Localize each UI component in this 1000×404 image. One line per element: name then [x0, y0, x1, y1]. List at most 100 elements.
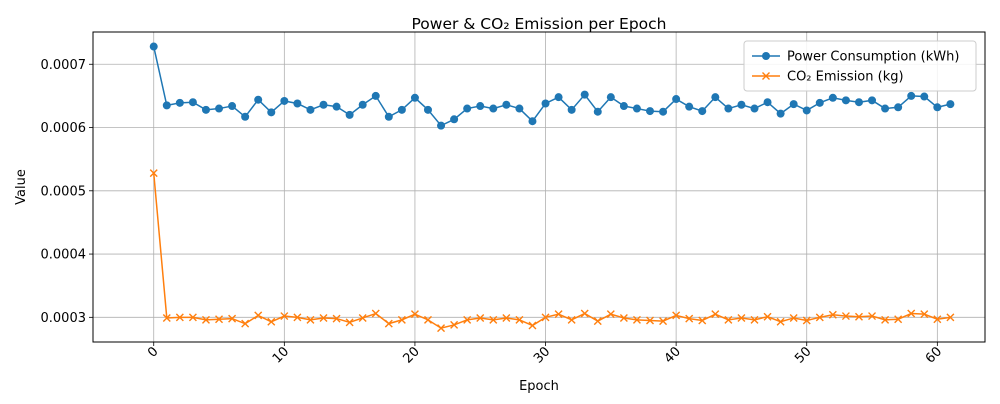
- y-tick-label: 0.0005: [41, 184, 87, 199]
- data-point: [659, 317, 668, 326]
- data-point: [188, 313, 197, 322]
- data-point: [593, 107, 602, 116]
- data-point: [463, 315, 472, 324]
- data-point: [162, 313, 171, 322]
- data-point: [606, 93, 615, 102]
- data-point: [672, 311, 681, 320]
- data-point: [358, 313, 367, 322]
- series-co2-emission: [149, 169, 955, 333]
- data-point: [789, 100, 798, 109]
- data-point: [646, 316, 655, 325]
- data-point: [711, 93, 720, 102]
- x-tick-label: 30: [531, 344, 553, 366]
- data-point: [149, 169, 158, 178]
- series-layer: [149, 42, 955, 333]
- data-point: [384, 112, 393, 121]
- data-point: [397, 105, 406, 114]
- data-point: [828, 93, 837, 102]
- data-point: [371, 309, 380, 318]
- legend-marker-co2: [762, 72, 770, 80]
- data-point: [841, 96, 850, 105]
- data-point: [672, 95, 681, 104]
- data-point: [280, 312, 289, 321]
- data-point: [632, 315, 641, 324]
- data-point: [946, 313, 955, 322]
- data-point: [881, 104, 890, 113]
- data-point: [345, 110, 354, 119]
- y-axis-label: Value: [14, 169, 29, 205]
- data-point: [685, 102, 694, 111]
- data-point: [228, 314, 237, 323]
- data-point: [280, 96, 289, 105]
- y-axis: 0.0003 0.0004 0.0005 0.0006 0.0007: [41, 58, 93, 326]
- data-point: [685, 314, 694, 323]
- legend-marker-power: [762, 52, 770, 60]
- data-point: [554, 310, 563, 319]
- data-point: [894, 315, 903, 324]
- data-point: [737, 313, 746, 322]
- data-point: [332, 102, 341, 111]
- x-tick-label: 50: [792, 344, 814, 366]
- data-point: [188, 98, 197, 107]
- data-point: [175, 98, 184, 107]
- data-point: [397, 315, 406, 324]
- data-point: [828, 310, 837, 319]
- data-point: [698, 316, 707, 325]
- data-point: [423, 105, 432, 114]
- data-point: [515, 104, 524, 113]
- data-point: [215, 315, 224, 324]
- data-point: [593, 317, 602, 326]
- x-marker: [762, 72, 770, 80]
- data-point: [267, 108, 276, 117]
- data-point: [606, 310, 615, 319]
- data-point: [306, 315, 315, 324]
- data-point: [815, 313, 824, 322]
- data-point: [423, 315, 432, 324]
- data-point: [907, 91, 916, 100]
- y-tick-label: 0.0004: [41, 248, 87, 263]
- data-point: [567, 105, 576, 114]
- data-point: [463, 104, 472, 113]
- data-point: [920, 92, 929, 101]
- data-point: [528, 117, 537, 126]
- data-point: [854, 98, 863, 107]
- legend-label-co2: CO₂ Emission (kg): [787, 70, 904, 85]
- data-point: [489, 104, 498, 113]
- data-point: [946, 100, 955, 109]
- data-point: [293, 99, 302, 108]
- data-point: [358, 100, 367, 109]
- data-point: [907, 309, 916, 318]
- data-point: [450, 320, 459, 329]
- data-point: [476, 313, 485, 322]
- data-point: [515, 315, 524, 324]
- series-line: [152, 173, 951, 329]
- data-point: [580, 90, 589, 99]
- data-point: [698, 107, 707, 116]
- data-point: [802, 316, 811, 325]
- data-point: [489, 315, 498, 324]
- data-point: [894, 103, 903, 112]
- data-point: [750, 104, 759, 113]
- x-tick-label: 10: [270, 344, 292, 366]
- data-point: [868, 96, 877, 105]
- data-point: [384, 319, 393, 328]
- data-point: [319, 313, 328, 322]
- data-point: [215, 104, 224, 113]
- data-point: [437, 324, 446, 333]
- data-point: [201, 105, 210, 114]
- x-tick-label: 0: [145, 344, 161, 360]
- data-point: [868, 312, 877, 321]
- data-point: [254, 95, 263, 104]
- data-point: [149, 42, 158, 51]
- data-point: [254, 311, 263, 320]
- data-point: [450, 115, 459, 124]
- data-point: [371, 91, 380, 100]
- data-point: [528, 321, 537, 330]
- data-point: [737, 100, 746, 109]
- data-point: [293, 313, 302, 322]
- data-point: [632, 104, 641, 113]
- legend-label-power: Power Consumption (kWh): [787, 50, 959, 65]
- legend: Power Consumption (kWh) CO₂ Emission (kg…: [743, 40, 977, 92]
- data-point: [476, 102, 485, 111]
